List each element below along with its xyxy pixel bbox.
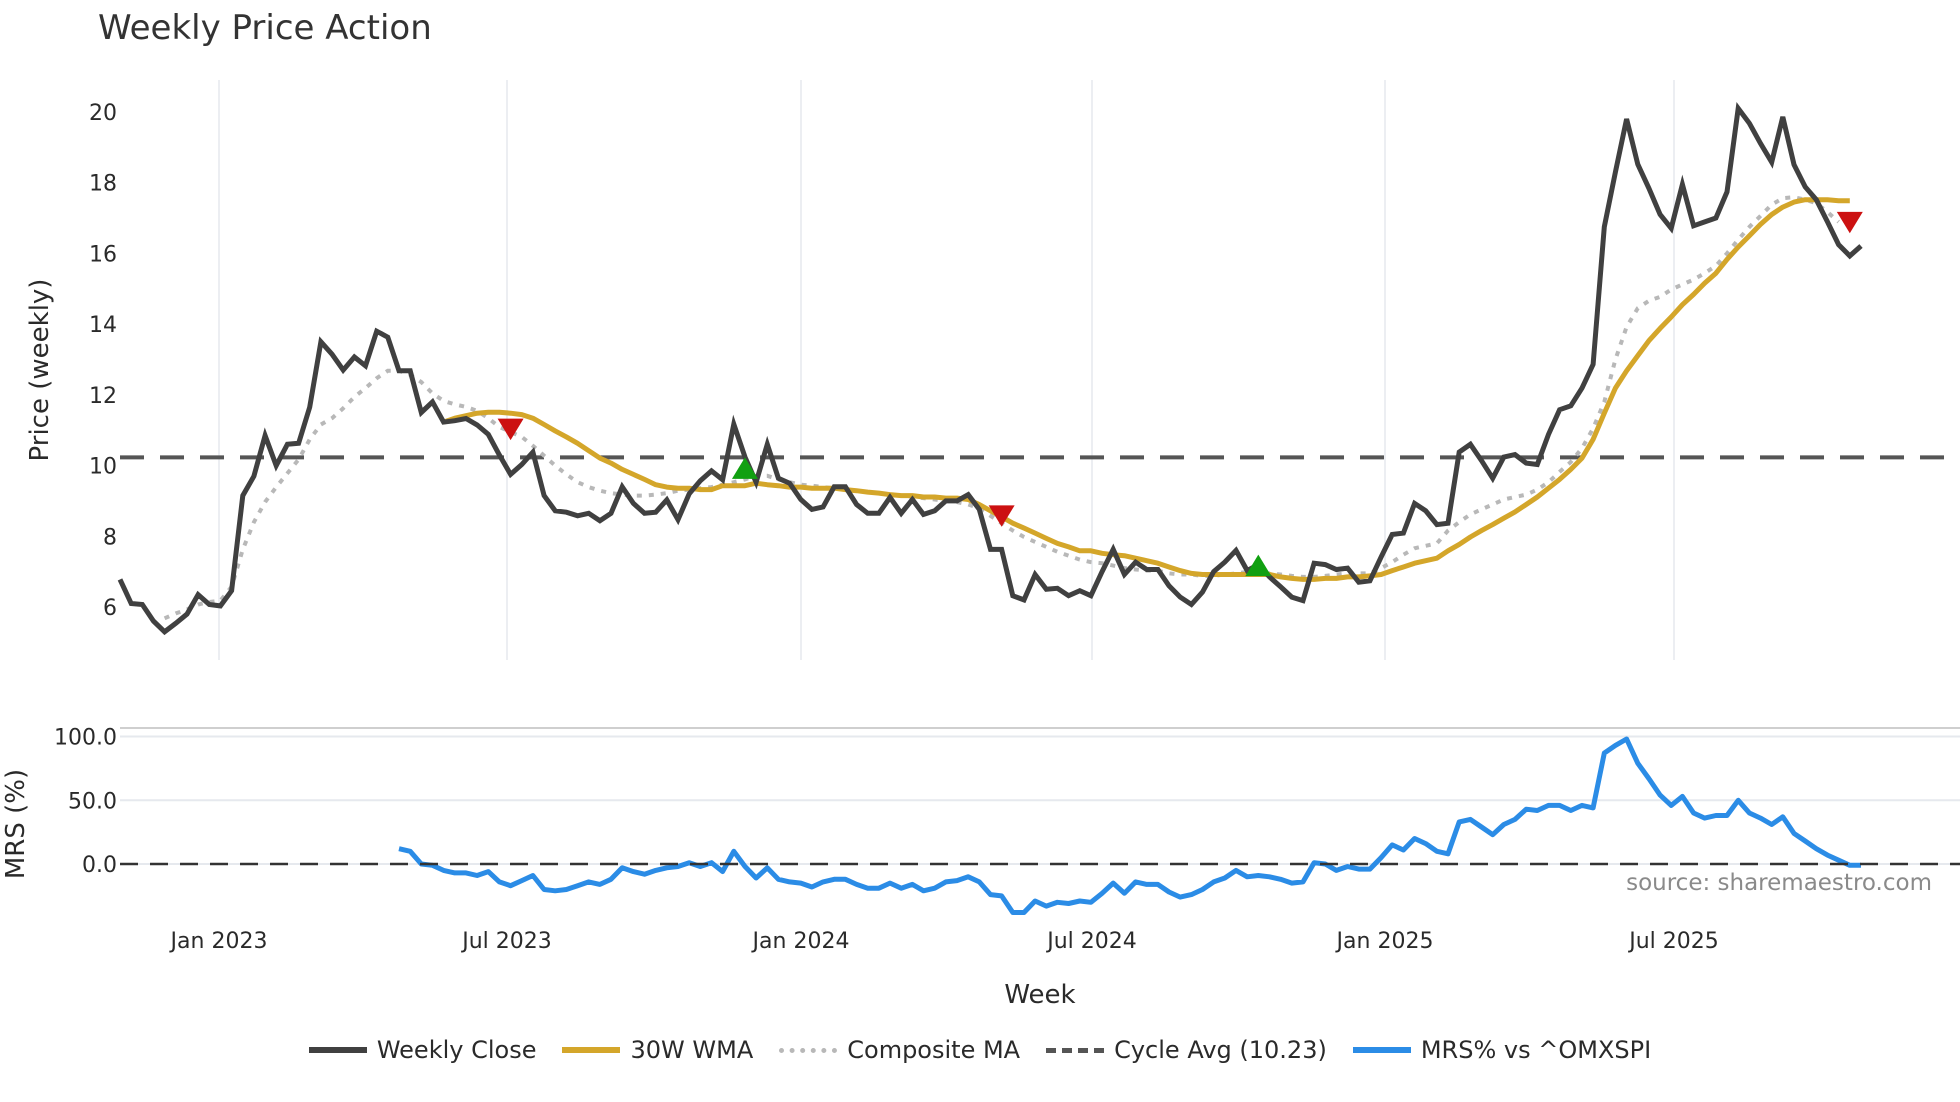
- legend-swatch-icon: [1352, 1047, 1411, 1053]
- legend-swatch-icon: [779, 1047, 838, 1053]
- sell-signal-icon: [988, 505, 1015, 527]
- legend-item-wma[interactable]: 30W WMA: [562, 1036, 753, 1064]
- buy-signal-icon: [731, 457, 758, 479]
- price-y-axis: 6 8 10 12 14 16 18 20: [89, 101, 117, 621]
- legend-label: Composite MA: [847, 1036, 1021, 1064]
- buy-signal-icon: [1245, 554, 1272, 577]
- sell-signal-icon: [497, 418, 524, 441]
- y-tick-label: 8: [103, 525, 117, 550]
- price-series: [117, 102, 1960, 636]
- legend-label: Cycle Avg (10.23): [1114, 1036, 1327, 1064]
- y-tick-label: 6: [103, 596, 117, 621]
- mrs-line: [398, 736, 1861, 915]
- mrs-y-axis: 100.0 50.0 0.0: [54, 726, 117, 879]
- legend-swatch-icon: [1046, 1047, 1105, 1053]
- sell-signal-icon: [1836, 211, 1863, 234]
- weekly-close-line: [117, 102, 1863, 636]
- legend-swatch-icon: [308, 1047, 367, 1053]
- x-axis: Jan 2023 Jul 2023 Jan 2024 Jul 2024 Jan 2025…: [169, 929, 1719, 954]
- price-y-axis-title: Price (weekly): [25, 279, 55, 462]
- mrs-y-tick-label: 50.0: [68, 789, 117, 814]
- y-tick-label: 20: [89, 101, 117, 126]
- x-tick-label: Jul 2024: [1045, 929, 1137, 954]
- x-tick-label: Jul 2025: [1627, 929, 1719, 954]
- x-axis-title: Week: [1004, 980, 1075, 1010]
- x-tick-label: Jan 2025: [1335, 929, 1434, 954]
- mrs-y-tick-label: 100.0: [54, 726, 117, 751]
- legend-swatch-icon: [562, 1047, 621, 1053]
- mrs-y-tick-label: 0.0: [82, 853, 117, 878]
- y-tick-label: 12: [89, 384, 117, 409]
- y-tick-label: 16: [89, 242, 117, 267]
- y-tick-label: 18: [89, 172, 117, 197]
- legend-item-composite[interactable]: Composite MA: [779, 1036, 1020, 1064]
- legend-item-mrs[interactable]: MRS% vs ^OMXSPI: [1352, 1036, 1652, 1064]
- legend-label: 30W WMA: [630, 1036, 754, 1064]
- x-tick-label: Jan 2024: [751, 929, 850, 954]
- wma-line: [442, 197, 1850, 582]
- x-tick-label: Jan 2023: [169, 929, 268, 954]
- legend-item-cycle-avg[interactable]: Cycle Avg (10.23): [1046, 1036, 1327, 1064]
- x-tick-label: Jul 2023: [460, 929, 552, 954]
- mrs-series: [120, 736, 1960, 915]
- signal-markers: [497, 211, 1863, 577]
- source-attribution: source: sharemaestro.com: [1626, 870, 1932, 896]
- chart-title: Weekly Price Action: [98, 8, 432, 48]
- legend-label: MRS% vs ^OMXSPI: [1420, 1036, 1652, 1064]
- legend-item-weekly-close[interactable]: Weekly Close: [308, 1036, 537, 1064]
- legend: Weekly Close 30W WMA Composite MA Cycle Avg…: [0, 1036, 1960, 1064]
- legend-label: Weekly Close: [376, 1036, 537, 1064]
- y-tick-label: 10: [89, 455, 117, 480]
- mrs-y-axis-title: MRS (%): [1, 769, 31, 879]
- y-tick-label: 14: [89, 313, 117, 338]
